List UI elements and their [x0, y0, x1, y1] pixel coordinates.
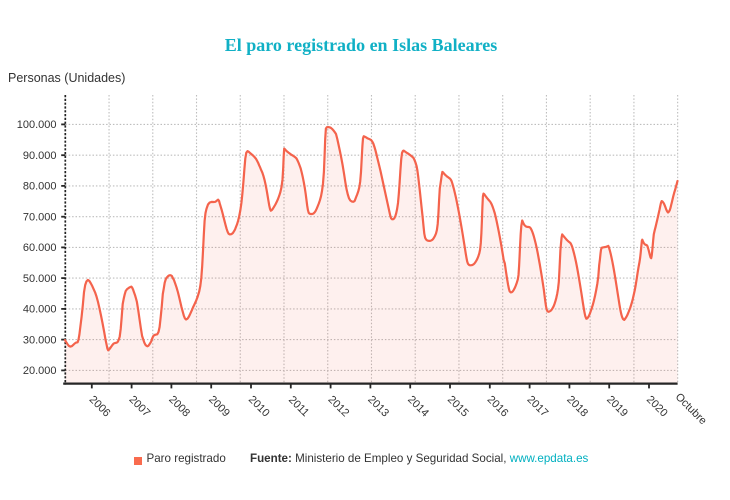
- svg-text:2019: 2019: [604, 394, 630, 420]
- svg-text:2006: 2006: [87, 394, 113, 420]
- svg-text:20.000: 20.000: [23, 365, 57, 377]
- svg-text:2014: 2014: [405, 394, 431, 420]
- svg-text:2010: 2010: [246, 394, 272, 420]
- svg-text:2013: 2013: [365, 394, 391, 420]
- svg-text:50.000: 50.000: [23, 273, 57, 285]
- svg-text:Octubre: Octubre: [673, 391, 709, 427]
- svg-text:70.000: 70.000: [23, 212, 57, 224]
- svg-text:2011: 2011: [286, 394, 311, 419]
- svg-text:30.000: 30.000: [23, 334, 57, 346]
- svg-text:2016: 2016: [485, 394, 511, 420]
- svg-text:2018: 2018: [564, 394, 590, 420]
- svg-text:2012: 2012: [325, 394, 351, 420]
- svg-text:2020: 2020: [644, 394, 670, 420]
- svg-text:2008: 2008: [166, 394, 192, 420]
- svg-text:2007: 2007: [126, 394, 152, 420]
- svg-text:2009: 2009: [206, 394, 232, 420]
- svg-text:80.000: 80.000: [23, 181, 57, 193]
- svg-text:90.000: 90.000: [23, 150, 57, 162]
- svg-text:60.000: 60.000: [23, 242, 57, 254]
- svg-text:40.000: 40.000: [23, 304, 57, 316]
- svg-text:2017: 2017: [524, 394, 550, 420]
- svg-text:100.000: 100.000: [17, 119, 57, 131]
- svg-text:2015: 2015: [445, 394, 471, 420]
